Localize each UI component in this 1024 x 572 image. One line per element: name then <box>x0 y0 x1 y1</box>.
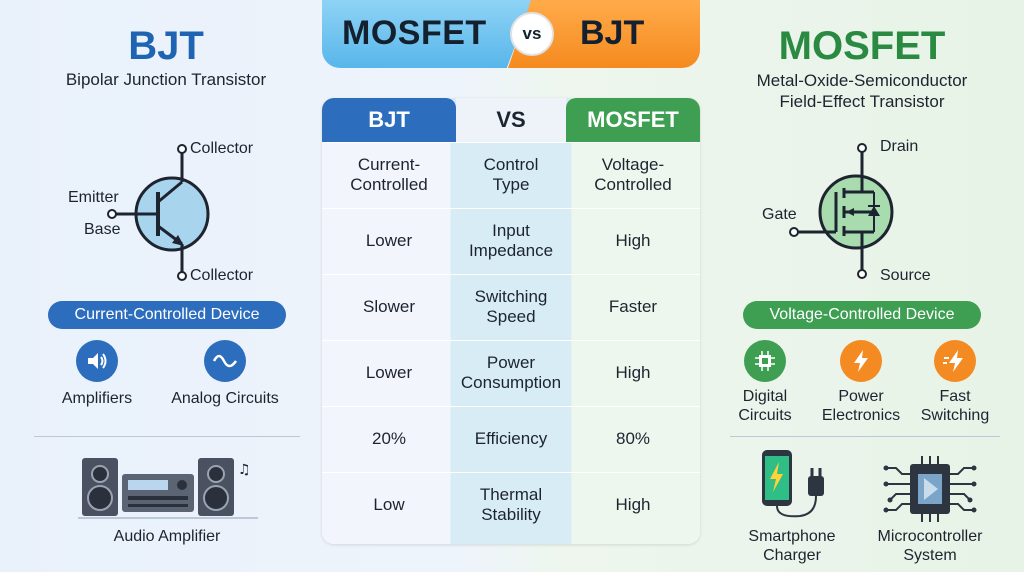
mosfet-cell: High <box>615 231 651 250</box>
digital-circuits-label: Digital Circuits <box>738 388 792 424</box>
power-electronics-label: Power Electronics <box>821 388 901 424</box>
bjt-cell: Current- Controlled <box>350 155 428 194</box>
mosfet-subtitle: Metal-Oxide-Semiconductor Field-Effect T… <box>756 71 968 111</box>
speaker-icon <box>76 340 118 382</box>
bjt-cell: Slower <box>363 297 415 316</box>
attribute-cell: Thermal Stability <box>479 485 543 524</box>
table-row: Current- Controlled Control Type Voltage- C… <box>322 142 700 206</box>
mosfet-drain-label: Drain <box>880 138 919 155</box>
voltage-controlled-pill: Voltage-Controlled Device <box>743 301 981 329</box>
mosfet-source-label: Source <box>880 267 931 284</box>
fast-lightning-icon <box>934 340 976 382</box>
bjt-cell: 20% <box>371 429 407 448</box>
attribute-cell: Input Impedance <box>468 221 554 260</box>
fast-switching-label: Fast Switching <box>920 388 990 424</box>
lightning-icon <box>840 340 882 382</box>
svg-text:♫: ♫ <box>238 462 251 478</box>
mosfet-cell: 80% <box>615 429 651 448</box>
banner-left-panel <box>322 0 532 68</box>
attribute-cell: Power Consumption <box>460 353 562 392</box>
current-controlled-pill: Current-Controlled Device <box>48 301 286 329</box>
microcontroller-system-label: Microcontroller System <box>877 528 983 564</box>
attribute-cell: Switching Speed <box>474 287 548 326</box>
mosfet-symbol-icon <box>789 143 894 279</box>
bjt-cell: Low <box>373 495 405 514</box>
bjt-emitter-label: Emitter <box>68 189 119 206</box>
table-row: Lower Input Impedance High <box>322 208 700 272</box>
bjt-subtitle: Bipolar Junction Transistor <box>65 70 267 89</box>
analog-circuits-label: Analog Circuits <box>171 390 279 407</box>
bjt-divider <box>34 436 300 437</box>
stereo-system-icon: ♫ <box>78 458 258 519</box>
mosfet-cell: High <box>615 363 651 382</box>
banner-bjt-label: BJT <box>580 14 645 52</box>
banner-mosfet-label: MOSFET <box>342 14 487 52</box>
bjt-title: BJT <box>128 24 204 68</box>
bjt-cell: Lower <box>365 363 413 382</box>
bjt-collector-bottom-label: Collector <box>190 267 254 284</box>
table-header-bjt: BJT <box>322 98 456 142</box>
sine-wave-icon <box>204 340 246 382</box>
bjt-cell: Lower <box>365 231 413 250</box>
mosfet-cell: High <box>615 495 651 514</box>
title-banner: MOSFET BJT vs <box>322 0 700 68</box>
mosfet-cell: Faster <box>608 297 658 316</box>
comparison-table: BJT VS MOSFET Current- Controlled Control… <box>322 98 700 544</box>
table-row: Lower Power Consumption High <box>322 340 700 404</box>
attribute-cell: Efficiency <box>474 429 548 448</box>
mosfet-cell: Voltage- Controlled <box>594 155 672 194</box>
microcontroller-icon <box>883 456 977 522</box>
table-row: 20% Efficiency 80% <box>322 406 700 470</box>
amplifiers-label: Amplifiers <box>61 390 133 407</box>
mosfet-title: MOSFET <box>778 24 946 68</box>
phone-charger-icon <box>762 450 824 518</box>
table-row: Slower Switching Speed Faster <box>322 274 700 338</box>
audio-amplifier-label: Audio Amplifier <box>113 528 221 545</box>
attribute-cell: Control Type <box>483 155 539 194</box>
mosfet-gate-label: Gate <box>762 206 797 223</box>
table-row: Low Thermal Stability High <box>322 472 700 544</box>
bjt-collector-top-label: Collector <box>190 140 254 157</box>
smartphone-charger-label: Smartphone Charger <box>748 528 836 564</box>
table-header-vs: VS <box>456 98 566 142</box>
table-header-mosfet: MOSFET <box>566 98 700 142</box>
mosfet-divider <box>730 436 1000 437</box>
banner-vs-badge: vs <box>510 12 554 56</box>
bjt-base-label: Base <box>84 221 121 238</box>
chip-icon <box>744 340 786 382</box>
bjt-symbol-icon <box>107 144 210 281</box>
